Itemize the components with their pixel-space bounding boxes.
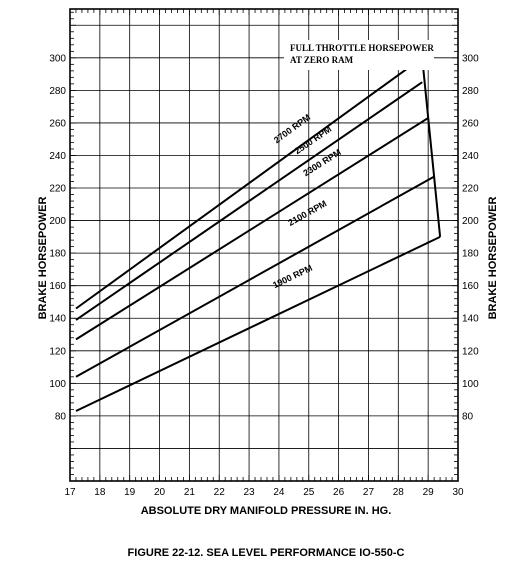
y-tick-label-right: 240 bbox=[462, 151, 479, 162]
y-tick-label-left: 80 bbox=[55, 411, 67, 422]
y-tick-label-right: 100 bbox=[462, 379, 479, 390]
annotation-line-2: AT ZERO RAM bbox=[290, 55, 354, 65]
y-tick-label-left: 100 bbox=[49, 379, 66, 390]
y-tick-label-left: 200 bbox=[49, 216, 66, 227]
x-tick-labels: 17 18 19 20 21 22 23 24 25 26 27 28 29 30 bbox=[64, 487, 464, 498]
plot-frame bbox=[69, 8, 459, 482]
y-tick-label-right: 180 bbox=[462, 249, 479, 260]
series-line-2300-rpm bbox=[75, 117, 429, 341]
x-tick-label: 17 bbox=[64, 487, 76, 498]
y-tick-label-right: 120 bbox=[462, 346, 479, 357]
y-tick-label-left: 180 bbox=[49, 249, 66, 260]
y-tick-label-right: 260 bbox=[462, 118, 479, 129]
full-throttle-line bbox=[421, 57, 442, 237]
x-tick-label: 21 bbox=[184, 487, 196, 498]
y-axis-label-left: BRAKE HORSEPOWER bbox=[37, 197, 49, 320]
x-tick-label: 24 bbox=[273, 487, 285, 498]
x-tick-label: 25 bbox=[303, 487, 315, 498]
series-line-2100-rpm bbox=[75, 175, 435, 378]
annotation-box bbox=[284, 40, 434, 70]
y-tick-label-left: 240 bbox=[49, 151, 66, 162]
y-axis-label-right: BRAKE HORSEPOWER bbox=[487, 197, 499, 320]
y-tick-labels-right: 80 100 120 140 160 180 200 220 240 260 280 300 bbox=[462, 53, 479, 422]
x-tick-label: 30 bbox=[452, 487, 464, 498]
y-tick-label-left: 300 bbox=[49, 53, 66, 64]
y-tick-label-right: 280 bbox=[462, 86, 479, 97]
x-tick-label: 26 bbox=[333, 487, 345, 498]
series-line-1900-rpm bbox=[75, 235, 441, 412]
y-tick-label-left: 120 bbox=[49, 346, 66, 357]
y-tick-label-right: 80 bbox=[462, 411, 474, 422]
x-tick-label: 22 bbox=[214, 487, 226, 498]
y-tick-labels-left: 80 100 120 140 160 180 200 220 240 260 280 300 bbox=[49, 53, 66, 422]
x-tick-label: 18 bbox=[94, 487, 106, 498]
series-layer bbox=[75, 56, 442, 412]
x-tick-label: 19 bbox=[124, 487, 136, 498]
x-tick-label: 23 bbox=[244, 487, 256, 498]
x-axis-label: ABSOLUTE DRY MANIFOLD PRESSURE IN. HG. bbox=[141, 505, 392, 517]
y-tick-label-left: 160 bbox=[49, 281, 66, 292]
x-tick-label: 27 bbox=[363, 487, 375, 498]
series-line-2500-rpm bbox=[75, 81, 423, 321]
x-tick-label: 29 bbox=[423, 487, 435, 498]
x-tick-label: 28 bbox=[393, 487, 405, 498]
y-tick-label-right: 200 bbox=[462, 216, 479, 227]
series-line-2700-rpm bbox=[75, 56, 423, 310]
y-tick-label-right: 220 bbox=[462, 184, 479, 195]
y-tick-label-right: 140 bbox=[462, 314, 479, 325]
y-tick-label-left: 140 bbox=[49, 314, 66, 325]
y-tick-label-right: 160 bbox=[462, 281, 479, 292]
y-tick-label-left: 280 bbox=[49, 86, 66, 97]
x-tick-label: 20 bbox=[154, 487, 166, 498]
y-tick-label-left: 260 bbox=[49, 118, 66, 129]
y-tick-label-right: 300 bbox=[462, 53, 479, 64]
figure-caption: FIGURE 22-12. SEA LEVEL PERFORMANCE IO-5… bbox=[128, 547, 405, 559]
annotation-line-1: FULL THROTTLE HORSEPOWER bbox=[290, 43, 434, 53]
y-tick-label-left: 220 bbox=[49, 184, 66, 195]
